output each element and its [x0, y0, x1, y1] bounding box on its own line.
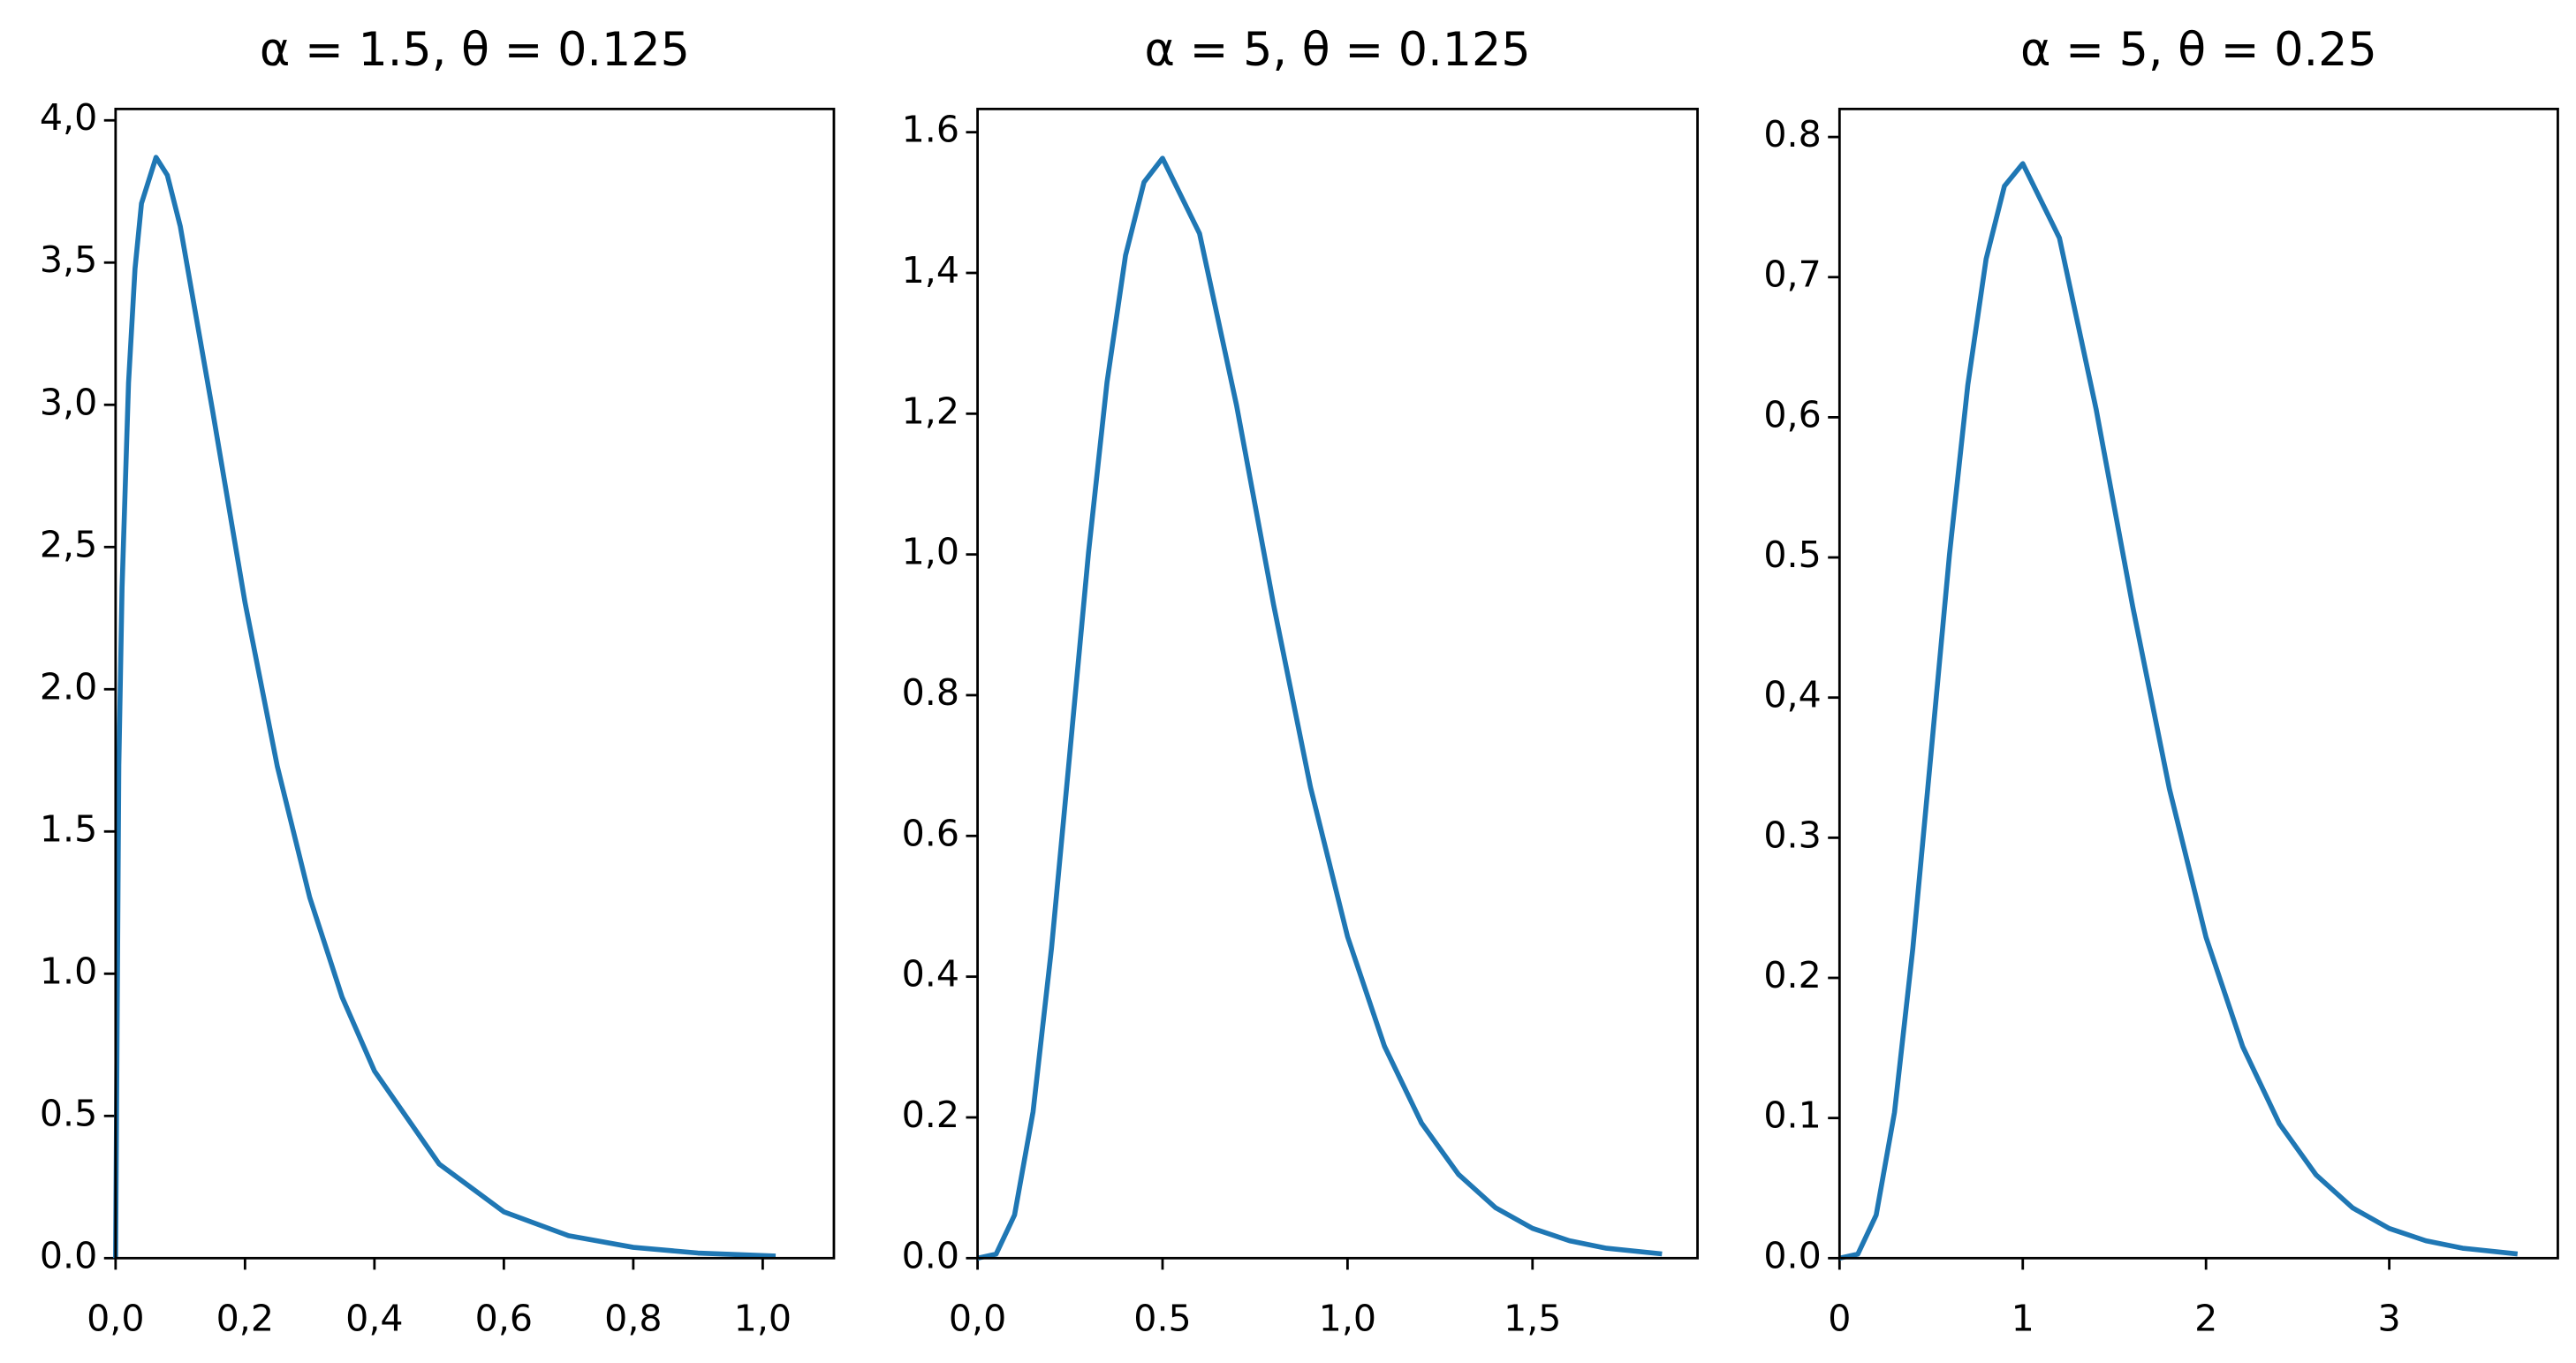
chart-title: α = 5, θ = 0.125: [1145, 23, 1531, 77]
axes-frame: [114, 107, 836, 1260]
y-tick-label: 0.2: [1763, 954, 1821, 996]
y-tick-label: 0.6: [902, 812, 959, 854]
y-tick-label: 1,0: [902, 531, 959, 573]
y-tick-label: 3,0: [40, 381, 97, 423]
x-tick-label: 0: [1828, 1297, 1851, 1339]
x-tick-label: 1,0: [1319, 1297, 1376, 1339]
y-tick-label: 2,5: [40, 523, 97, 565]
axes-frame: [976, 107, 1699, 1260]
chart-title: α = 1.5, θ = 0.125: [260, 23, 690, 77]
x-tick-label: 2: [2194, 1297, 2217, 1339]
y-tick-label: 0.2: [902, 1094, 959, 1136]
chart-title: α = 5, θ = 0.25: [2020, 23, 2377, 77]
x-tick-label: 1,5: [1504, 1297, 1561, 1339]
curve: [1838, 161, 2519, 1261]
x-tick-label: 0,0: [87, 1297, 144, 1339]
x-tick-label: 0.5: [1133, 1297, 1191, 1339]
y-tick-label: 1.0: [40, 950, 97, 992]
x-tick-label: 1,0: [734, 1297, 792, 1339]
y-tick-label: 0.3: [1763, 814, 1821, 856]
y-tick-label: 0.0: [902, 1234, 959, 1276]
x-tick-label: 0,8: [604, 1297, 662, 1339]
y-tick-label: 0.0: [40, 1234, 97, 1276]
x-tick-label: 0,6: [475, 1297, 533, 1339]
y-tick-label: 3,5: [40, 239, 97, 281]
y-tick-label: 1.6: [902, 109, 959, 151]
y-tick-label: 1.5: [40, 807, 97, 850]
y-tick-label: 0.0: [1763, 1234, 1821, 1276]
x-tick-label: 1: [2012, 1297, 2034, 1339]
y-tick-label: 4,0: [40, 96, 97, 139]
y-tick-label: 0.5: [40, 1092, 97, 1134]
y-tick-label: 0.8: [902, 671, 959, 714]
y-tick-label: 1,2: [902, 390, 959, 432]
y-tick-label: 0.1: [1763, 1094, 1821, 1137]
curve: [113, 155, 777, 1259]
x-tick-label: 3: [2378, 1297, 2401, 1339]
y-tick-label: 2.0: [40, 665, 97, 708]
y-tick-label: 0.4: [902, 953, 959, 996]
curve: [976, 155, 1663, 1261]
axes-frame: [1837, 107, 2559, 1260]
y-tick-label: 1,4: [902, 249, 959, 292]
y-tick-label: 0,4: [1763, 674, 1821, 716]
x-tick-label: 0,4: [345, 1297, 403, 1339]
y-tick-label: 0,6: [1763, 393, 1821, 435]
y-tick-label: 0,7: [1763, 254, 1821, 296]
y-tick-label: 0.5: [1763, 534, 1821, 576]
y-tick-label: 0.8: [1763, 113, 1821, 155]
x-tick-label: 0,2: [216, 1297, 274, 1339]
x-tick-label: 0,0: [949, 1297, 1006, 1339]
